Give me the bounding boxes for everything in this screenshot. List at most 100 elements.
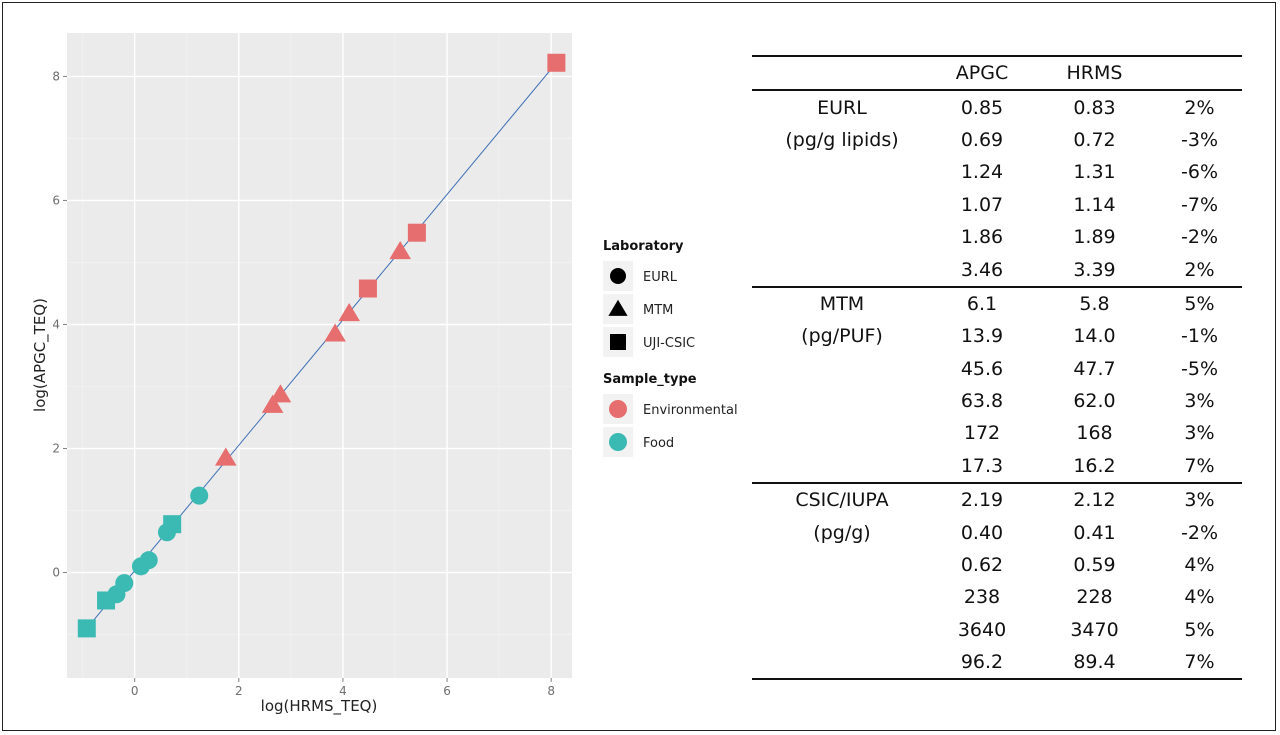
- data-point: [190, 486, 209, 505]
- y-tick-label: 0: [52, 566, 60, 580]
- apgc-cell: 45.6: [960, 357, 1004, 380]
- apgc-cell: 0.40: [960, 521, 1004, 544]
- legend: Laboratory EURL MTM UJI-CSIC Sample_type Envi…: [603, 239, 738, 457]
- hrms-cell: 3470: [1070, 618, 1119, 641]
- plot-panel: [67, 33, 572, 678]
- diff-cell: -2%: [1181, 521, 1218, 544]
- table-row: 1.86 1.89 -2%: [752, 221, 1242, 253]
- apgc-cell: 1.24: [960, 161, 1004, 184]
- table-group: CSIC/IUPA 2.19 2.12 3% (pg/g) 0.40 0.41 -2% 0.62…: [752, 483, 1242, 680]
- table-row: (pg/g lipids) 0.69 0.72 -3%: [752, 124, 1242, 156]
- legend-key-symbol: [610, 334, 626, 350]
- table-row: 63.8 62.0 3%: [752, 385, 1242, 417]
- data-point: [214, 447, 237, 466]
- x-tick-label: 0: [131, 684, 139, 698]
- lab-cell: [752, 156, 932, 188]
- hrms-cell: 62.0: [1073, 390, 1116, 413]
- table-row: MTM 6.1 5.8 5%: [752, 287, 1242, 320]
- hrms-cell: 1.14: [1073, 193, 1116, 216]
- legend-entry-label: Environmental: [643, 403, 738, 418]
- lab-cell: [752, 253, 932, 286]
- hrms-cell: 3.39: [1073, 258, 1116, 281]
- apgc-cell: 13.9: [960, 325, 1004, 348]
- x-tick-label: 6: [443, 684, 451, 698]
- legend-key-symbol: [609, 400, 627, 418]
- data-point: [139, 551, 158, 570]
- hrms-cell: 168: [1076, 422, 1113, 445]
- x-axis-label: log(HRMS_TEQ): [261, 697, 378, 716]
- diff-cell: -2%: [1181, 226, 1218, 249]
- lab-cell: (pg/PUF): [801, 325, 883, 348]
- legend-title: Sample_type: [603, 372, 697, 387]
- data-point: [269, 384, 292, 403]
- apgc-cell: 0.85: [960, 96, 1004, 119]
- data-point: [358, 279, 377, 298]
- diff-cell: 7%: [1184, 454, 1215, 477]
- header-apgc: APGC: [955, 62, 1009, 85]
- table-row: 172 168 3%: [752, 417, 1242, 449]
- y-tick-label: 6: [52, 193, 60, 207]
- x-tick-label: 8: [547, 684, 555, 698]
- legend-entry-label: EURL: [643, 270, 678, 285]
- lab-cell: [752, 189, 932, 221]
- apgc-cell: 0.62: [960, 554, 1004, 577]
- y-axis-label: log(APGC_TEQ): [31, 298, 50, 412]
- table-row: 3.46 3.39 2%: [752, 253, 1242, 286]
- diff-cell: -5%: [1181, 357, 1218, 380]
- y-tick-label: 8: [52, 69, 60, 83]
- apgc-cell: 238: [963, 586, 1001, 609]
- apgc-cell: 172: [963, 422, 1001, 445]
- y-tick-label: 4: [52, 317, 60, 331]
- hrms-cell: 0.83: [1073, 96, 1116, 119]
- data-point: [547, 53, 566, 72]
- table-row: 238 228 4%: [752, 581, 1242, 613]
- data-point: [389, 240, 411, 260]
- apgc-cell: 3640: [957, 618, 1007, 641]
- hrms-cell: 5.8: [1079, 292, 1110, 315]
- header-diff: [1157, 56, 1242, 90]
- table-group: EURL 0.85 0.83 2% (pg/g lipids) 0.69 0.72 -3% 1.…: [752, 90, 1242, 287]
- diff-cell: 3%: [1184, 422, 1215, 445]
- lab-cell: [752, 646, 932, 679]
- lab-cell: (pg/g): [813, 521, 871, 544]
- diff-cell: -1%: [1181, 325, 1218, 348]
- header-hrms: HRMS: [1066, 62, 1123, 85]
- diff-cell: 4%: [1184, 586, 1215, 609]
- apgc-cell: 3.46: [960, 258, 1004, 281]
- apgc-cell: 0.69: [960, 128, 1004, 151]
- data-point: [407, 223, 426, 242]
- table-row: (pg/PUF) 13.9 14.0 -1%: [752, 320, 1242, 352]
- apgc-cell: 63.8: [960, 390, 1004, 413]
- hrms-cell: 0.41: [1073, 521, 1116, 544]
- hrms-cell: 0.72: [1073, 128, 1116, 151]
- lab-cell: [752, 581, 932, 613]
- scatter-plot: 0 2 4 6 8 0 2 4 6 8 log(HRMS_TEQ) log(APGC_TEQ) L…: [31, 33, 738, 716]
- legend-key-symbol: [610, 268, 626, 284]
- hrms-cell: 1.31: [1073, 161, 1116, 184]
- legend-entry-label: MTM: [643, 303, 673, 318]
- lab-cell: [752, 549, 932, 581]
- table-header: APGC HRMS: [752, 56, 1242, 91]
- legend-title: Laboratory: [603, 239, 684, 254]
- diff-cell: 2%: [1184, 96, 1215, 119]
- table-row: EURL 0.85 0.83 2%: [752, 90, 1242, 123]
- legend-entry-label: UJI-CSIC: [643, 336, 695, 351]
- axes: 0 2 4 6 8 0 2 4 6 8: [52, 69, 555, 698]
- apgc-cell: 1.86: [960, 226, 1004, 249]
- data-point: [77, 619, 96, 638]
- table-row: 17.3 16.2 7%: [752, 450, 1242, 483]
- lab-cell: [752, 417, 932, 449]
- table-row: 3640 3470 5%: [752, 614, 1242, 646]
- lab-cell: [752, 385, 932, 417]
- lab-cell: MTM: [819, 292, 865, 315]
- data-point: [324, 323, 346, 342]
- hrms-cell: 0.59: [1073, 554, 1116, 577]
- hrms-cell: 14.0: [1073, 325, 1116, 348]
- results-table: APGC HRMS EURL 0.85 0.83 2% (pg/g lipids) 0.6…: [752, 55, 1242, 680]
- data-point: [338, 302, 360, 322]
- diff-cell: 2%: [1184, 258, 1215, 281]
- lab-cell: [752, 450, 932, 483]
- hrms-cell: 16.2: [1073, 454, 1116, 477]
- x-tick-label: 2: [235, 684, 243, 698]
